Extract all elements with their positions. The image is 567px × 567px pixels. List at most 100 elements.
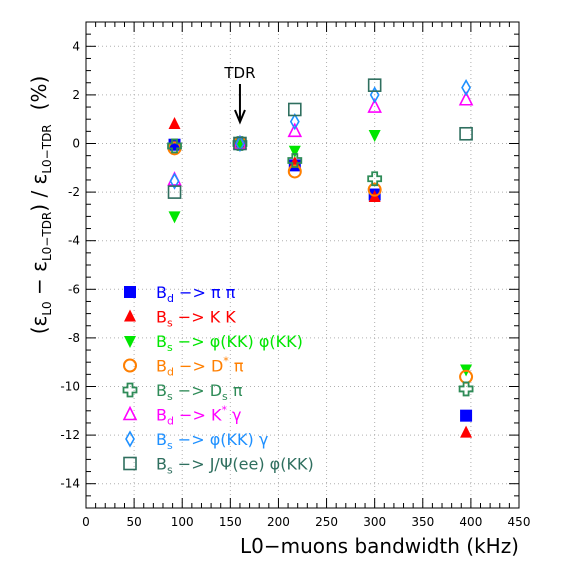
data-point [287,153,303,168]
grid [86,22,519,508]
y-tick-label: 4 [72,39,80,53]
y-tick-label: -14 [60,477,80,491]
data-point [235,134,245,153]
series-5 [167,90,474,186]
y-axis-label: (εL0 − εL0−TDR) / εL0−TDR(%) [27,76,54,335]
y-label-close: ) / ε [27,174,51,212]
y-tick-label: -10 [60,380,80,394]
tdr-arrow-head [234,109,246,125]
legend-label-sup: * [221,404,227,417]
data-point [458,381,474,397]
y-tick-label: 0 [72,137,80,151]
legend-label-main: B [156,332,167,351]
x-tick-label: 300 [363,515,386,529]
legend-marker [124,286,136,298]
legend-label-main: B [156,381,167,400]
x-tick-label: 250 [315,515,338,529]
legend-item: Bs −> φ(KK) φ(KK) [124,332,303,354]
legend-label: Bd −> π π [156,283,236,305]
data-point [168,211,181,224]
data-point [233,136,247,151]
data-point [460,409,473,422]
legend-label-sub: s [167,464,173,477]
legend-label-sub: s [167,341,173,354]
legend-label-sup: * [223,355,229,368]
legend-label-main: B [156,455,167,474]
x-tick-label: 400 [459,515,482,529]
tdr-label: TDR [223,64,255,82]
data-point [458,90,474,106]
legend-item: Bd −> D* π [123,355,244,379]
legend-label-tail: π [228,381,243,400]
legend-label-sub: s [167,390,173,403]
legend-label-rest: −> D [174,357,223,376]
legend-label: Bd −> D* π [156,355,244,379]
legend-label-tail-sub: s [222,390,228,403]
tdr-annotation: TDR [223,64,256,125]
y-tick-label: -6 [68,282,80,296]
x-tick-label: 200 [267,515,290,529]
legend-marker [125,430,135,448]
legend-label: Bs −> J/Ψ(ee) φ(KK) [156,455,314,477]
series-7 [167,78,473,199]
data-point [167,185,182,199]
legend-label-main: B [156,430,167,449]
x-tick-label: 100 [171,515,194,529]
legend-label: Bs −> Ds π [156,381,243,403]
legend-label: Bs −> K K [156,308,236,330]
legend-marker [123,456,137,471]
legend-marker [122,382,138,398]
legend-label: Bd −> K* γ [156,404,242,428]
data-point [287,122,303,138]
data-point [367,182,382,197]
legend-label-rest: −> K [174,406,222,425]
legend-label-tail: γ [227,406,242,425]
axis-ticks [85,21,520,509]
y-tick-label: -12 [60,428,80,442]
data-point [288,102,302,117]
y-tick-label: -2 [68,185,80,199]
data-point [289,113,300,131]
data-point [368,129,381,142]
data-point [288,145,301,158]
y-label-unit: (%) [27,76,51,111]
legend-marker [123,358,137,373]
data-point [459,126,473,141]
data-point [169,172,180,190]
x-tick-label: 350 [411,515,434,529]
data-point [287,164,302,179]
legend-label-rest: −> K K [173,308,237,327]
legend-label-main: B [156,357,167,376]
legend-label-main: B [156,308,167,327]
x-tick-label: 50 [126,515,141,529]
legend-label: Bs −> φ(KK) φ(KK) [156,332,303,354]
legend-item: Bs −> Ds π [122,381,243,403]
svg-text:(εL0 − εL0−TDR) / εL0−TDR(%): (εL0 − εL0−TDR) / εL0−TDR(%) [27,76,54,335]
data-point [367,98,382,113]
data-point [168,117,181,130]
y-label-sub3: L0−TDR [40,124,54,173]
legend-label-sub: d [167,366,174,379]
x-tick-label: 0 [82,515,90,529]
legend-marker [124,309,136,322]
legend-label-rest: −> φ(KK) γ [173,430,269,449]
x-tick-label: 150 [219,515,242,529]
legend-label: Bs −> φ(KK) γ [156,430,268,452]
x-axis-label: L0−muons bandwidth (kHz) [240,534,519,558]
legend-label-tail: π [229,357,244,376]
legend-item: Bs −> J/Ψ(ee) φ(KK) [123,455,314,477]
legend-label-sub: s [167,439,173,452]
x-tick-label: 450 [508,515,531,529]
legend-label-main: B [156,283,167,302]
legend-marker [122,405,138,421]
y-label-sub1: L0 [40,301,54,315]
legend-label-main: B [156,406,167,425]
data-point [369,86,380,104]
legend-item: Bd −> π π [124,283,236,305]
y-label-open: (ε [27,316,51,335]
y-label-sub2: L0−TDR [40,212,54,261]
legend-label-rest: −> D [173,381,222,400]
legend-label-sub: s [167,317,173,330]
legend-label-rest: −> J/Ψ(ee) φ(KK) [173,455,314,474]
